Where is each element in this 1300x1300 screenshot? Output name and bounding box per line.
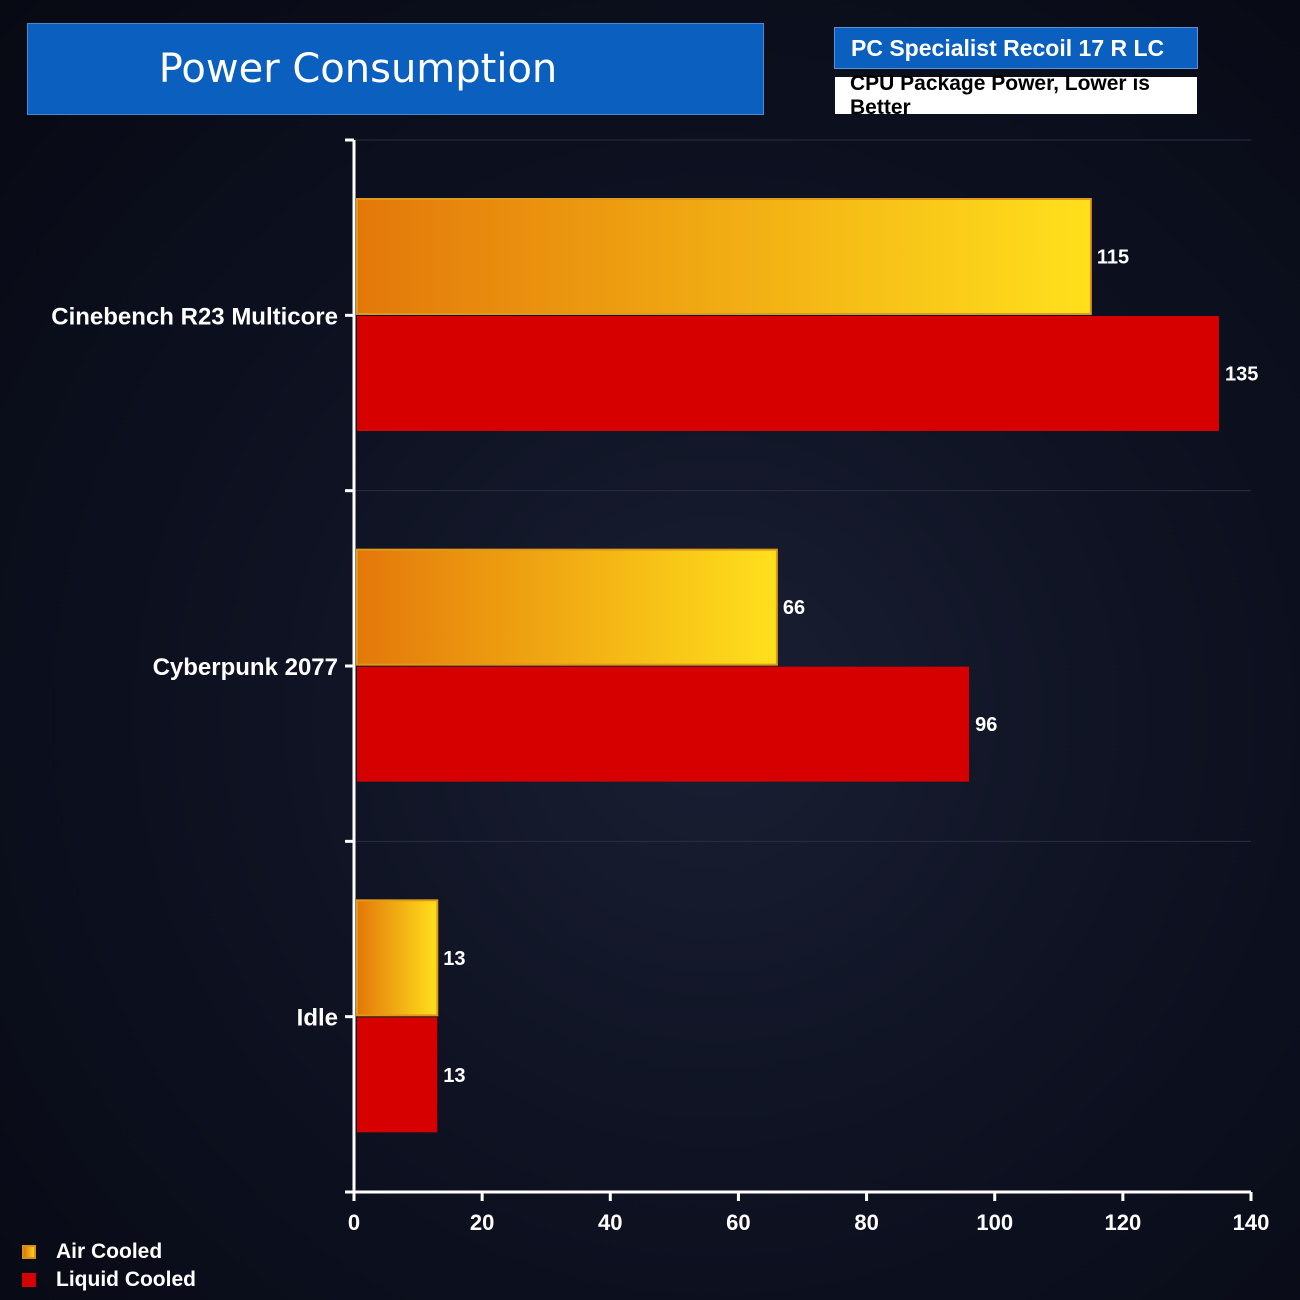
air-cooled-swatch <box>22 1245 36 1259</box>
bar-air-cooled-2 <box>356 548 778 666</box>
bar-air-cooled-1 <box>356 198 1092 315</box>
chart-subtitle: PC Specialist Recoil 17 R LC <box>851 34 1165 61</box>
category-label: Cinebench R23 Multicore <box>51 303 338 330</box>
chart-subtitle-banner: PC Specialist Recoil 17 R LC <box>834 27 1198 69</box>
bar-liquid-cooled-3 <box>357 1017 438 1133</box>
axes-group <box>345 138 1253 1201</box>
x-tick-label: 20 <box>470 1210 494 1235</box>
chart-note-banner: CPU Package Power, Lower is Better <box>835 72 1197 119</box>
data-label: 66 <box>783 597 805 619</box>
chart-note: CPU Package Power, Lower is Better <box>850 71 1150 119</box>
chart-title-banner: Power Consumption <box>27 23 764 115</box>
bar-liquid-cooled-2 <box>357 666 970 782</box>
x-tick-label: 120 <box>1104 1210 1141 1235</box>
data-label: 13 <box>443 1065 465 1087</box>
category-label: Cyberpunk 2077 <box>153 654 338 681</box>
legend-item-air-cooled: Air Cooled <box>22 1238 196 1266</box>
legend-item-liquid-cooled: Liquid Cooled <box>22 1266 196 1294</box>
labels-group: 115 135 Cinebench R23 Multicore 66 96 Cyberpu… <box>51 247 1269 1236</box>
x-tick-label: 40 <box>598 1210 622 1235</box>
data-label: 96 <box>975 714 997 736</box>
x-tick-label: 60 <box>726 1210 750 1235</box>
bars-group <box>356 198 1219 1133</box>
grid-lines <box>354 139 1251 842</box>
x-tick-label: 0 <box>348 1210 360 1235</box>
legend-label-air-cooled: Air Cooled <box>56 1240 163 1263</box>
bar-liquid-cooled-1 <box>357 316 1219 431</box>
liquid-cooled-swatch <box>22 1273 36 1287</box>
legend-label-liquid-cooled: Liquid Cooled <box>56 1268 196 1291</box>
category-label: Idle <box>297 1005 338 1032</box>
chart-title: Power Consumption <box>158 46 558 92</box>
bar-air-cooled-3 <box>356 899 439 1017</box>
data-label: 13 <box>443 948 465 970</box>
x-tick-label: 140 <box>1233 1210 1270 1235</box>
x-tick-label: 100 <box>976 1210 1013 1235</box>
data-label: 115 <box>1097 247 1129 269</box>
data-label: 135 <box>1225 364 1258 386</box>
legend: Air Cooled Liquid Cooled <box>22 1238 196 1294</box>
x-tick-label: 80 <box>854 1210 878 1235</box>
